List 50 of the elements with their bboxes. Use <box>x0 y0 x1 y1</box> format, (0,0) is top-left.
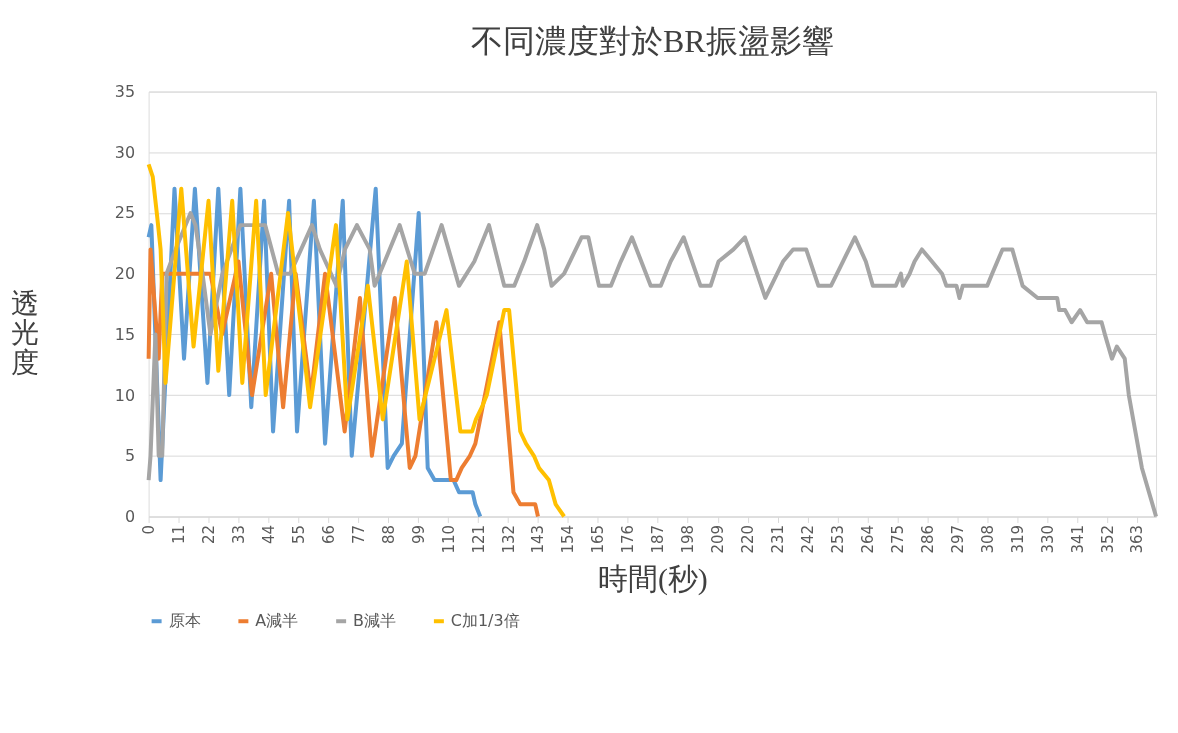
x-tick-label: 275 <box>888 524 907 554</box>
x-tick-label: 22 <box>200 524 219 545</box>
x-tick-label: 154 <box>559 524 578 554</box>
x-tick-label: 242 <box>799 524 818 554</box>
x-tick-label: 231 <box>769 524 788 554</box>
legend-label: 原本 <box>168 611 201 631</box>
x-tick-label: 297 <box>948 524 967 554</box>
y-tick-label: 0 <box>125 506 136 526</box>
x-tick-label: 352 <box>1098 524 1117 554</box>
x-tick-label: 165 <box>589 524 608 554</box>
x-tick-label: 33 <box>229 524 248 545</box>
x-tick-label: 121 <box>469 524 488 554</box>
x-tick-label: 143 <box>529 524 548 554</box>
x-tick-label: 198 <box>679 524 698 554</box>
y-tick-label: 20 <box>114 264 136 284</box>
y-tick-label: 30 <box>114 142 136 162</box>
y-axis-title: 透光度 <box>11 287 40 379</box>
x-tick-label: 88 <box>379 524 398 545</box>
x-tick-label: 11 <box>170 524 189 545</box>
x-tick-label: 176 <box>619 524 638 554</box>
x-tick-label: 253 <box>828 524 847 554</box>
y-tick-label: 15 <box>114 324 136 344</box>
x-tick-label: 66 <box>319 524 338 545</box>
chart-title: 不同濃度對於BR振盪影響 <box>471 23 834 59</box>
x-tick-label: 44 <box>259 524 278 545</box>
x-tick-label: 286 <box>918 524 937 554</box>
x-tick-label: 363 <box>1128 524 1147 554</box>
y-tick-label: 35 <box>114 82 136 102</box>
x-tick-label: 99 <box>409 524 428 545</box>
x-tick-label: 0 <box>140 524 159 535</box>
x-tick-label: 77 <box>349 524 368 545</box>
x-tick-label: 319 <box>1008 524 1027 554</box>
legend-label: C加1/3倍 <box>450 611 520 631</box>
legend-label: B減半 <box>353 611 397 631</box>
x-tick-label: 132 <box>499 524 518 554</box>
x-tick-label: 264 <box>858 524 877 554</box>
x-tick-label: 341 <box>1068 524 1087 554</box>
legend-label: A減半 <box>255 611 299 631</box>
x-tick-label: 110 <box>439 524 458 554</box>
x-tick-label: 330 <box>1038 524 1057 554</box>
x-axis-title: 時間(秒) <box>597 562 708 597</box>
x-tick-label: 209 <box>709 524 728 554</box>
line-series <box>146 162 567 519</box>
y-tick-label: 5 <box>125 446 136 466</box>
x-tick-label: 220 <box>739 524 758 554</box>
x-tick-label: 308 <box>978 524 997 554</box>
y-tick-label: 10 <box>114 385 136 405</box>
x-tick-label: 55 <box>289 524 308 545</box>
x-tick-label: 187 <box>649 524 668 554</box>
y-tick-label: 25 <box>114 203 136 223</box>
